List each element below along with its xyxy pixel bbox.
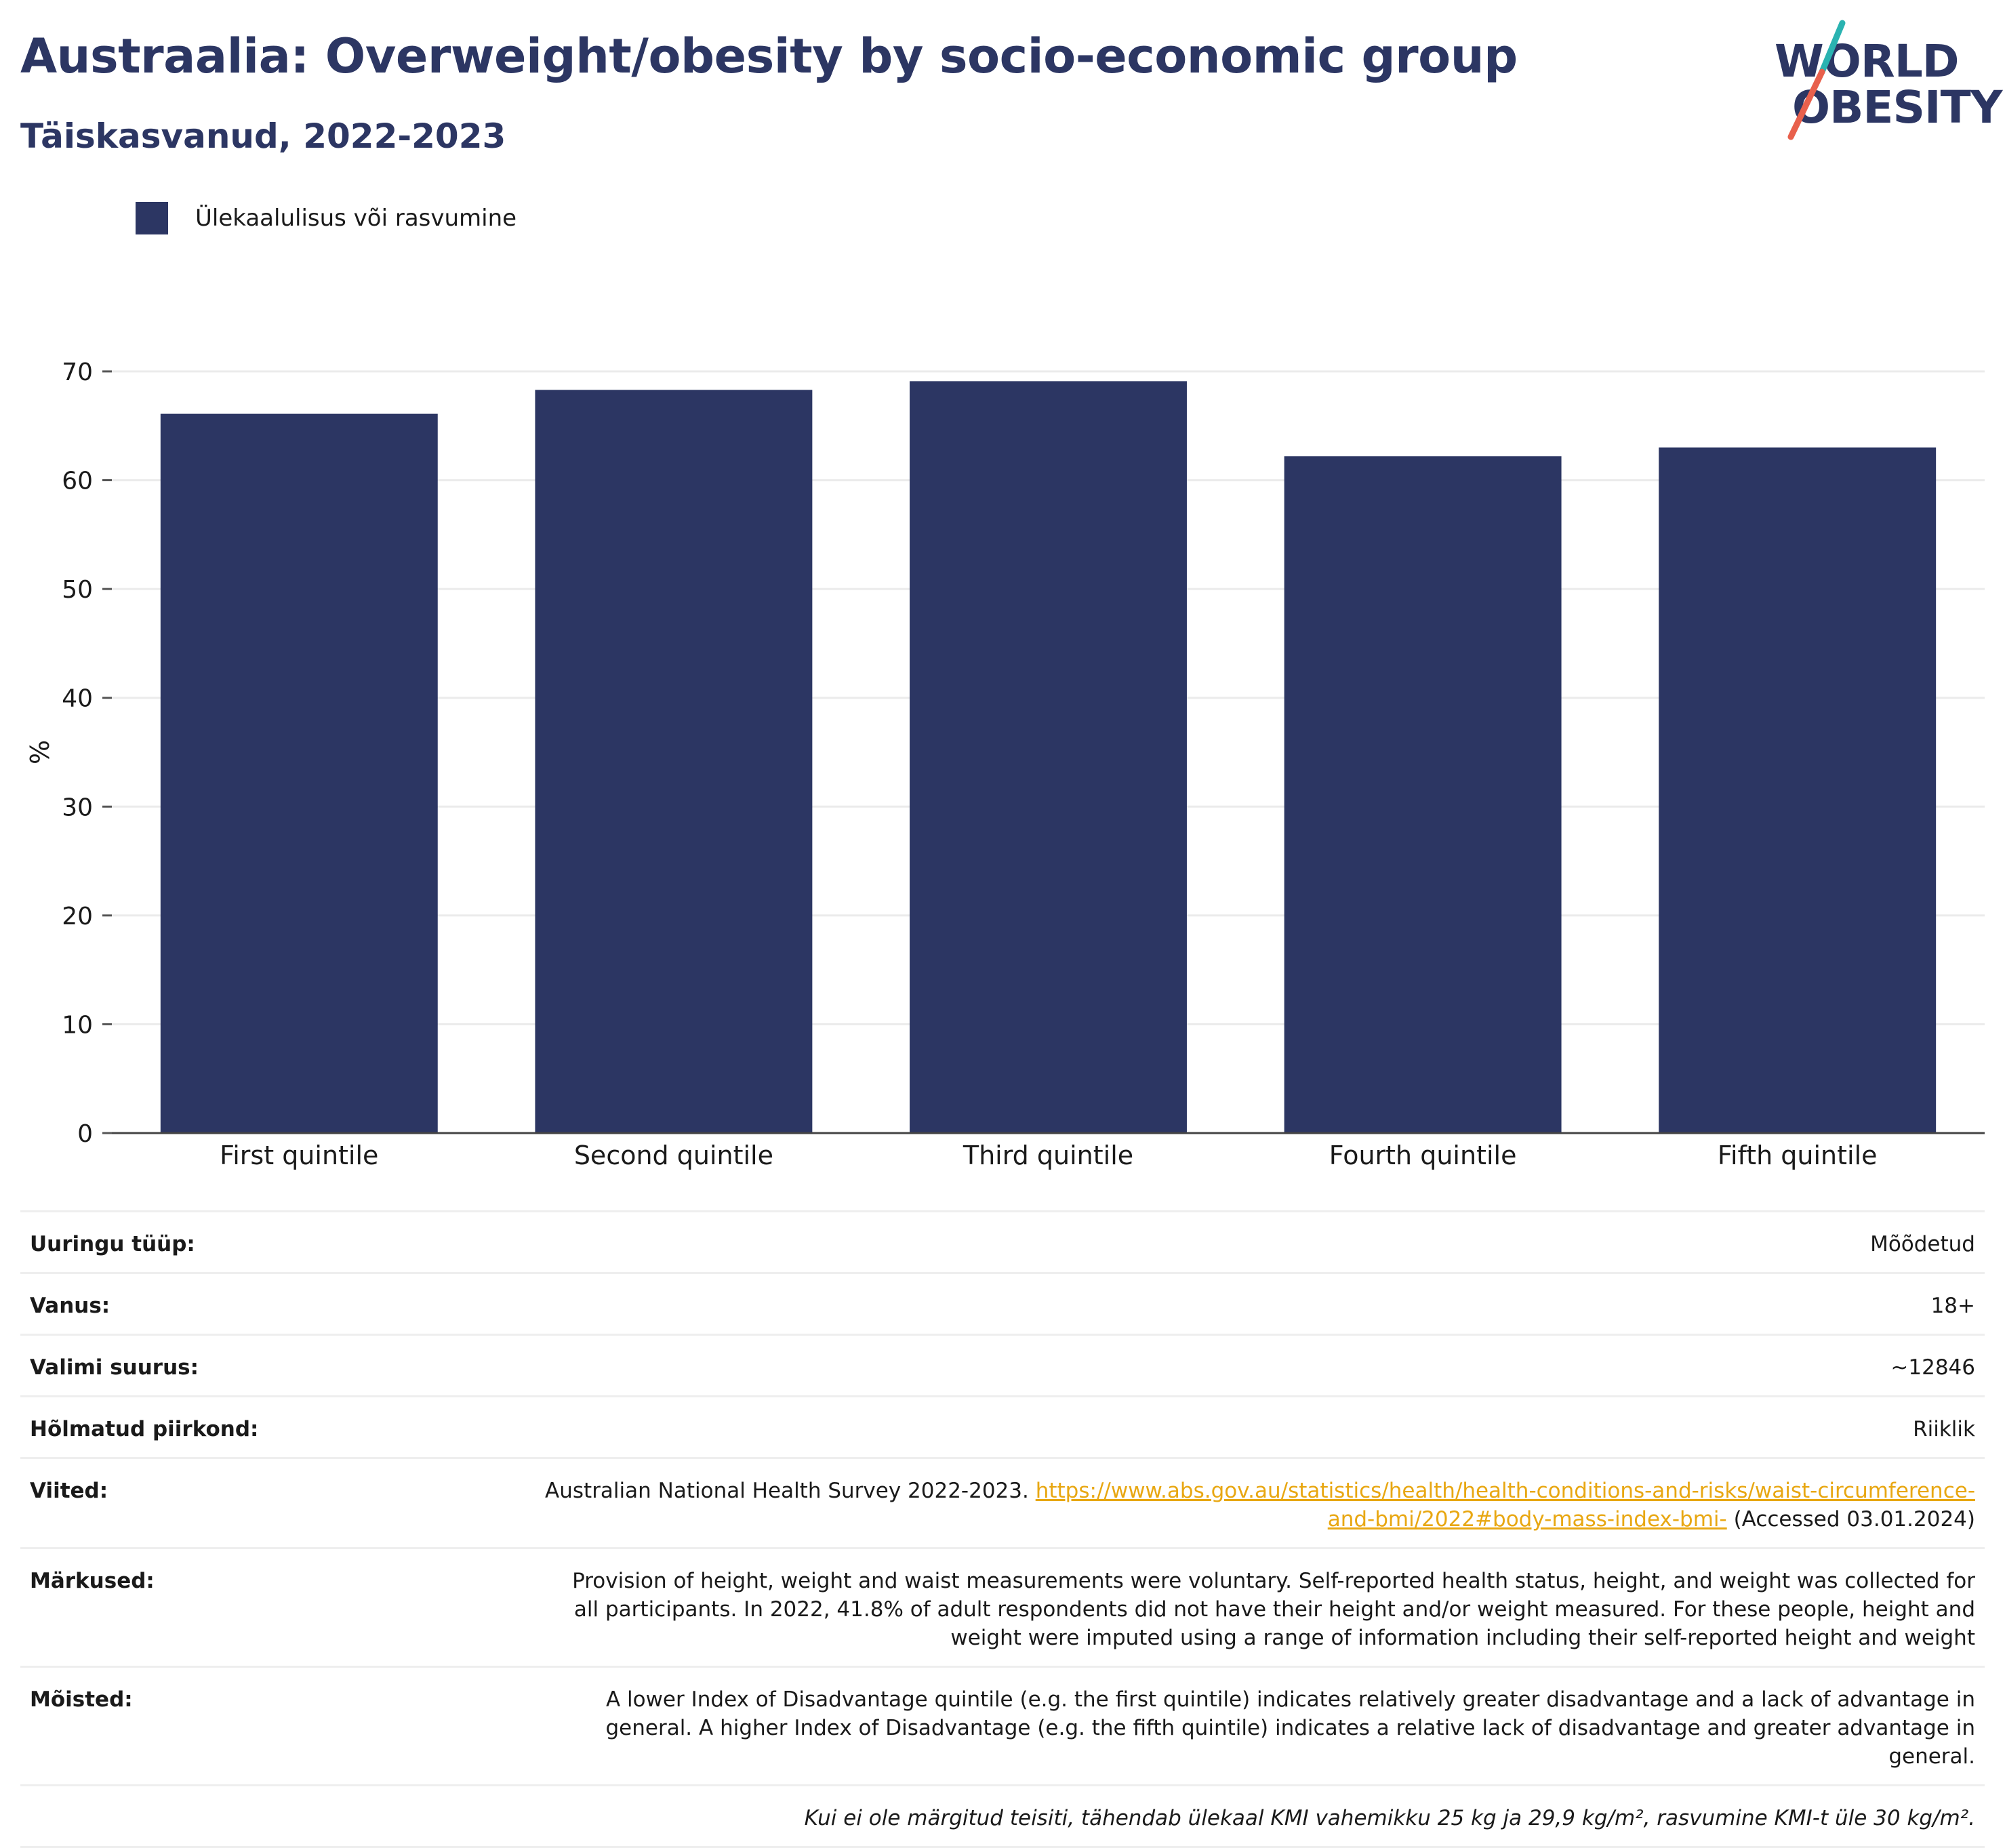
logo-text-world: WORLD (1775, 35, 1960, 87)
detail-value: ~12846 (1890, 1355, 1975, 1380)
legend-label: Ülekaalulisus või rasvumine (195, 205, 517, 232)
x-category-label: Second quintile (574, 1141, 773, 1170)
y-tick-label: 60 (62, 468, 93, 495)
y-tick-label: 10 (62, 1011, 93, 1039)
detail-row-sample-size: Valimi suurus: ~12846 (20, 1334, 1985, 1395)
detail-row-age: Vanus: 18+ (20, 1272, 1985, 1334)
chart-title: Austraalia: Overweight/obesity by socio-… (20, 28, 1518, 84)
detail-key: Viited: (30, 1479, 108, 1503)
legend: Ülekaalulisus või rasvumine (136, 202, 517, 234)
logo-text-obesity: OBESITY (1792, 81, 2002, 134)
details-table: Uuringu tüüp: Mõõdetud Vanus: 18+ Valimi… (20, 1210, 1985, 1848)
world-obesity-logo: WORLD OBESITY (1762, 19, 2002, 148)
reference-text: Australian National Health Survey 2022-2… (545, 1479, 1029, 1503)
logo-slash-icon (1787, 20, 1846, 140)
reference-link[interactable]: https://www.abs.gov.au/statistics/health… (1035, 1479, 1975, 1532)
detail-value: Mõõdetud (1870, 1232, 1975, 1256)
detail-row-area: Hõlmatud piirkond: Riiklik (20, 1395, 1985, 1457)
y-axis-title: % (25, 740, 55, 764)
detail-key: Hõlmatud piirkond: (30, 1417, 259, 1441)
detail-row-survey-type: Uuringu tüüp: Mõõdetud (20, 1210, 1985, 1272)
detail-row-definitions: Mõisted: A lower Index of Disadvantage q… (20, 1666, 1985, 1784)
x-category-label: Fourth quintile (1329, 1141, 1517, 1170)
detail-value: Provision of height, weight and waist me… (572, 1569, 1975, 1650)
y-tick-label: 0 (77, 1120, 93, 1148)
detail-key: Vanus: (30, 1294, 110, 1318)
detail-key: Mõisted: (30, 1687, 133, 1712)
y-tick-label: 20 (62, 903, 93, 930)
x-category-label: Fifth quintile (1718, 1141, 1878, 1170)
bar (160, 413, 438, 1134)
bar (1659, 447, 1937, 1133)
y-tick-label: 50 (62, 576, 93, 604)
x-category-label: First quintile (220, 1141, 378, 1170)
chart-subtitle: Täiskasvanud, 2022-2023 (20, 117, 506, 156)
bar-chart: 0 10 20 30 40 50 60 70% First quintile Second qui… (25, 358, 1985, 1170)
detail-key: Märkused: (30, 1569, 155, 1593)
y-tick-label: 40 (62, 685, 93, 713)
detail-row-notes: Märkused: Provision of height, weight an… (20, 1547, 1985, 1666)
x-category-label: Third quintile (963, 1141, 1133, 1170)
bar (1284, 456, 1562, 1133)
detail-key: Uuringu tüüp: (30, 1232, 195, 1256)
detail-value: Riiklik (1913, 1417, 1975, 1441)
y-tick-label: 30 (62, 794, 93, 821)
y-tick-label: 70 (62, 358, 93, 386)
footnote-text: Kui ei ole märgitud teisiti, tähendab ül… (804, 1806, 1975, 1830)
detail-row-references: Viited: Australian National Health Surve… (20, 1457, 1985, 1547)
bar (535, 390, 813, 1133)
detail-value: 18+ (1930, 1294, 1975, 1318)
bar (910, 381, 1187, 1133)
detail-row-footnote: Kui ei ole märgitud teisiti, tähendab ül… (20, 1784, 1985, 1848)
reference-accessed: (Accessed 03.01.2024) (1733, 1507, 1975, 1532)
references-value: Australian National Health Survey 2022-2… (545, 1477, 1975, 1534)
detail-key: Valimi suurus: (30, 1355, 199, 1380)
legend-swatch (136, 202, 168, 234)
detail-value: A lower Index of Disadvantage quintile (… (605, 1687, 1975, 1769)
